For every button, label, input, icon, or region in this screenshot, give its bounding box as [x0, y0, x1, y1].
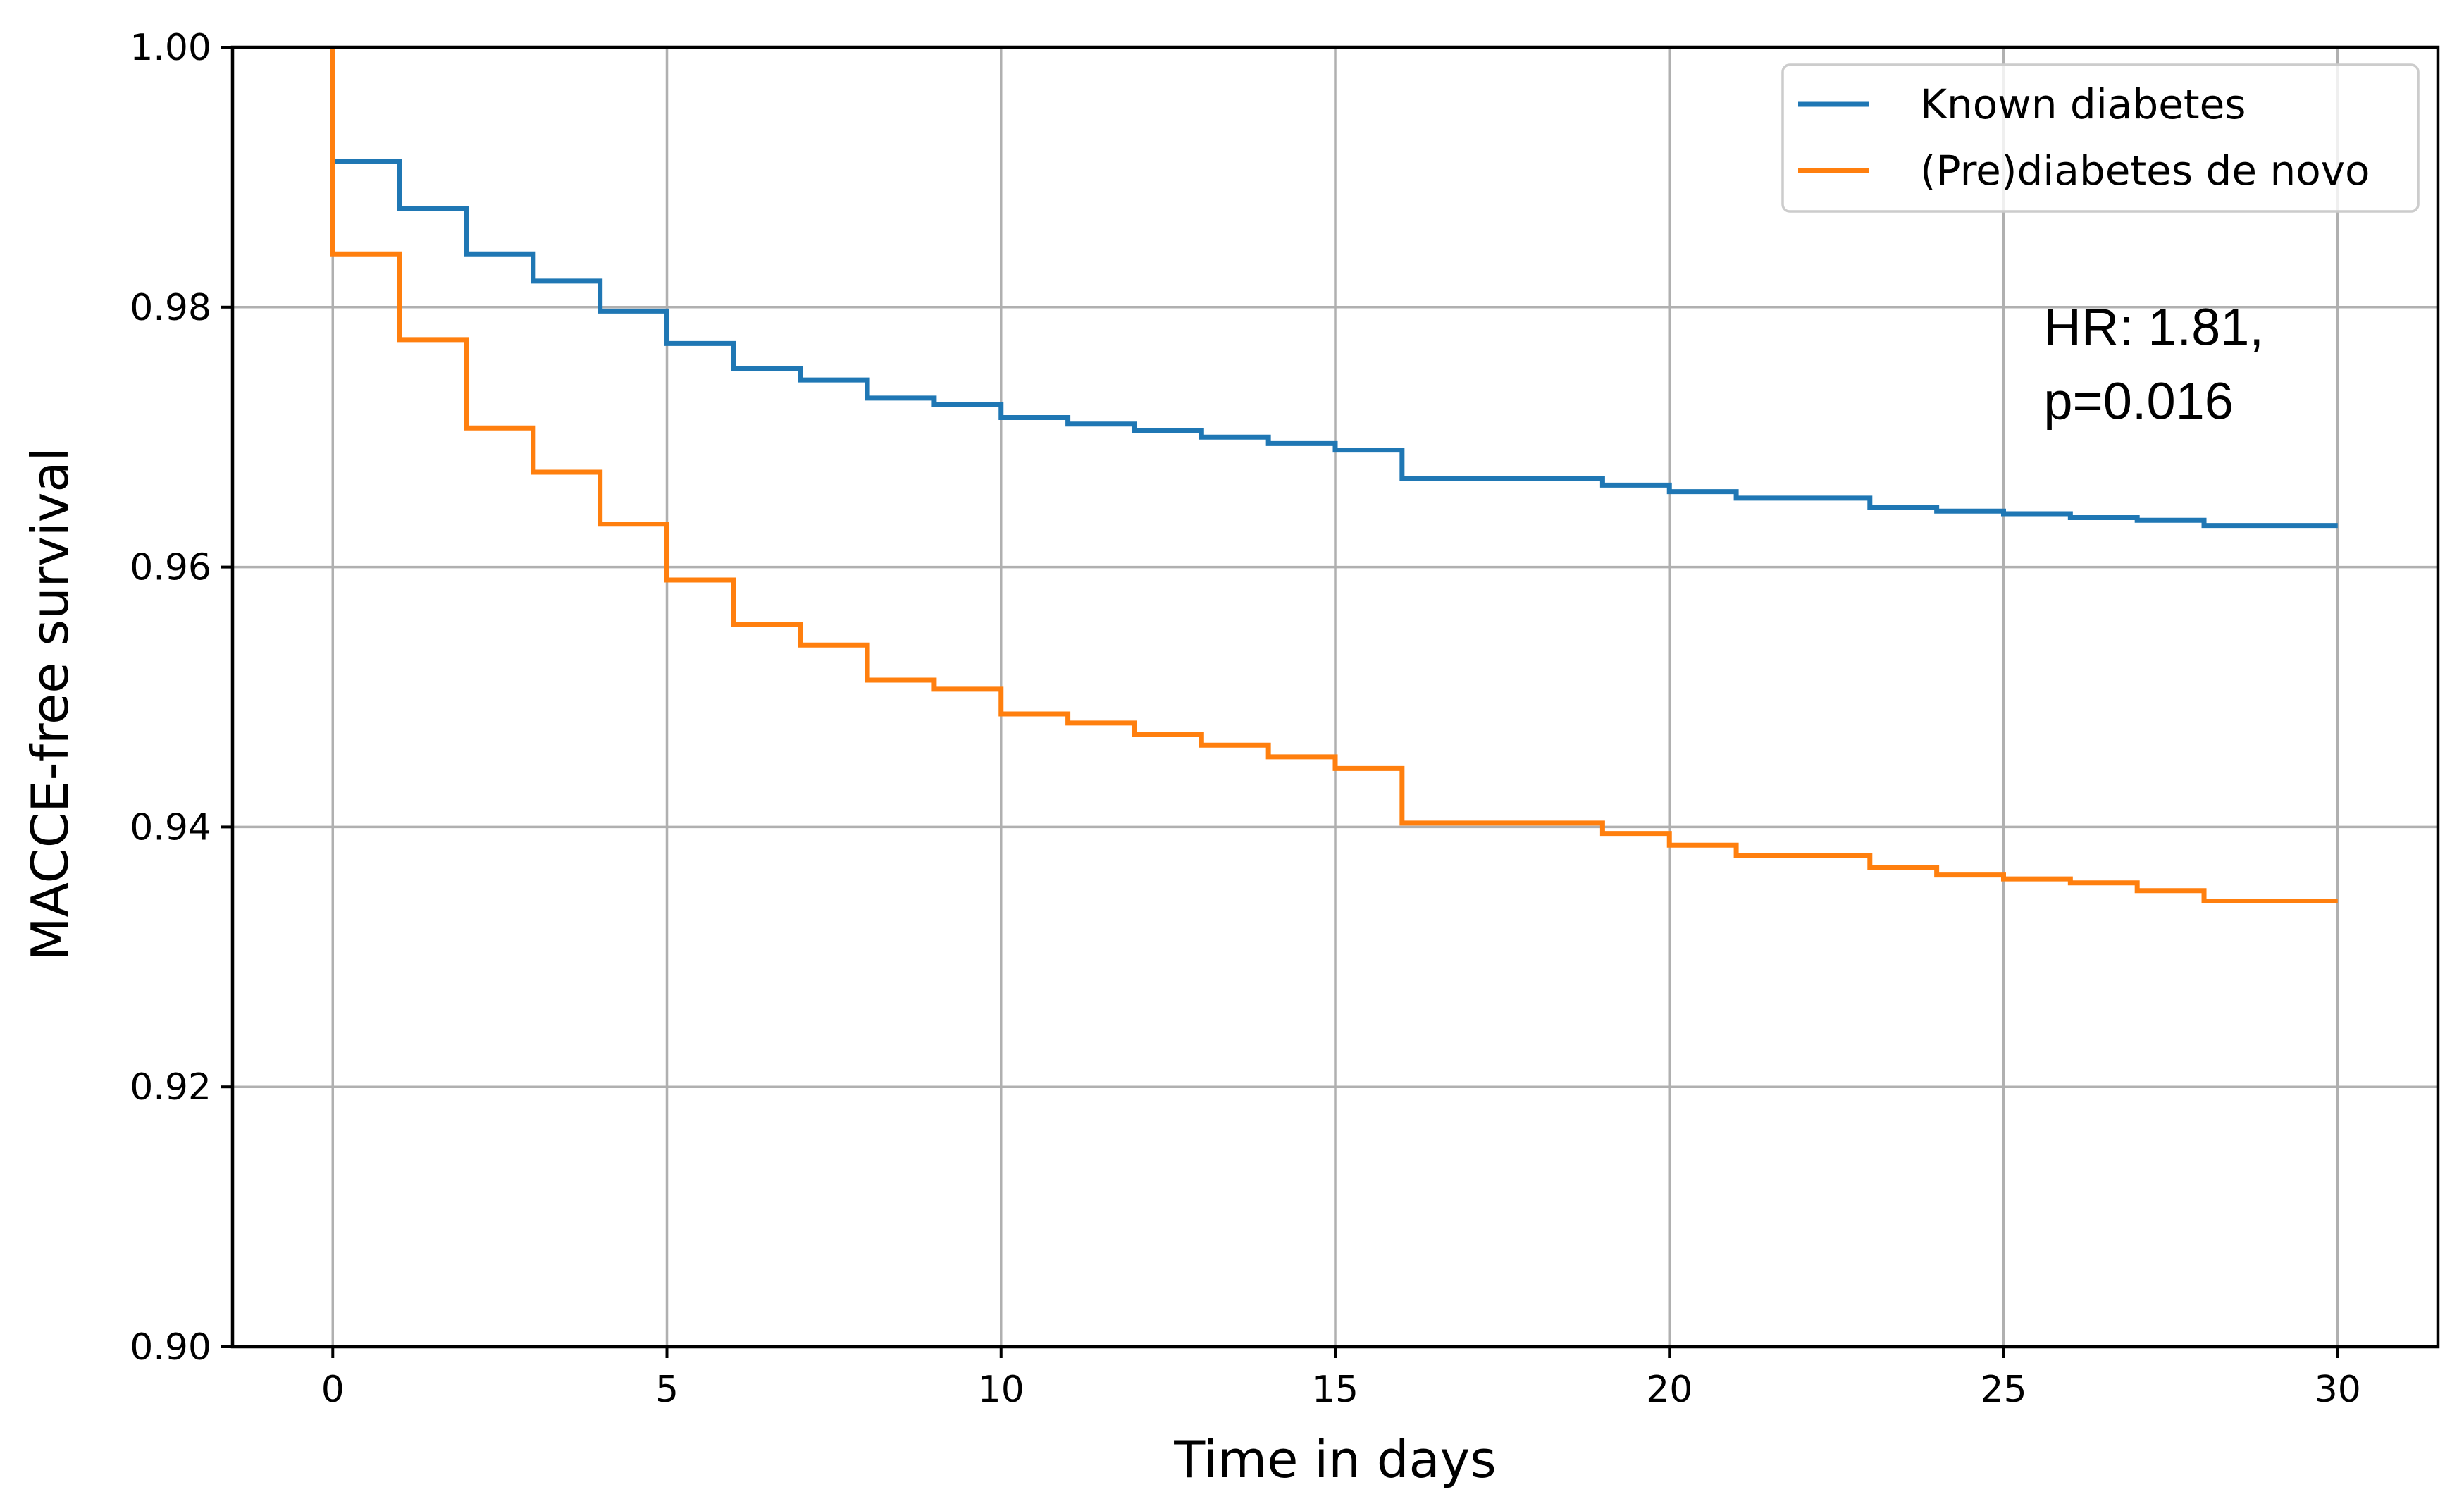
x-tick-label: 20	[1646, 1369, 1692, 1411]
hazard-ratio-text: HR: 1.81,	[2043, 297, 2264, 356]
y-tick-label: 1.00	[130, 27, 211, 69]
legend: Known diabetes (Pre)diabetes de novo	[1781, 63, 2420, 213]
y-tick-label: 0.92	[130, 1066, 211, 1109]
axis-ticks: 0 5 10 15 20 25 30 0.90 0.92 0.94 0.96 0.98 1.00	[130, 27, 2361, 1411]
x-tick-label: 25	[1980, 1369, 2026, 1411]
legend-label-prediabetes-de-novo: (Pre)diabetes de novo	[1920, 147, 2370, 195]
series-line-prediabetes-de-novo	[330, 47, 2338, 904]
x-tick-label: 30	[2315, 1369, 2361, 1411]
series-layer	[330, 47, 2338, 904]
x-tick-label: 0	[321, 1369, 345, 1411]
grid	[233, 46, 2438, 1348]
x-axis-label: Time in days	[1173, 1430, 1497, 1489]
legend-label-known-diabetes: Known diabetes	[1920, 80, 2246, 128]
y-axis-label: MACCE-free survival	[20, 447, 80, 961]
y-tick-label: 0.94	[130, 806, 211, 849]
hazard-ratio-annotation: HR: 1.81, p=0.016	[2043, 297, 2264, 430]
y-tick-label: 0.96	[130, 547, 211, 589]
series-line-known-diabetes	[330, 47, 2338, 529]
p-value-text: p=0.016	[2043, 371, 2234, 430]
legend-frame	[1781, 63, 2420, 213]
x-tick-label: 15	[1312, 1369, 1358, 1411]
x-tick-label: 10	[978, 1369, 1024, 1411]
y-tick-label: 0.90	[130, 1326, 211, 1369]
y-tick-label: 0.98	[130, 287, 211, 329]
x-tick-label: 5	[655, 1369, 679, 1411]
